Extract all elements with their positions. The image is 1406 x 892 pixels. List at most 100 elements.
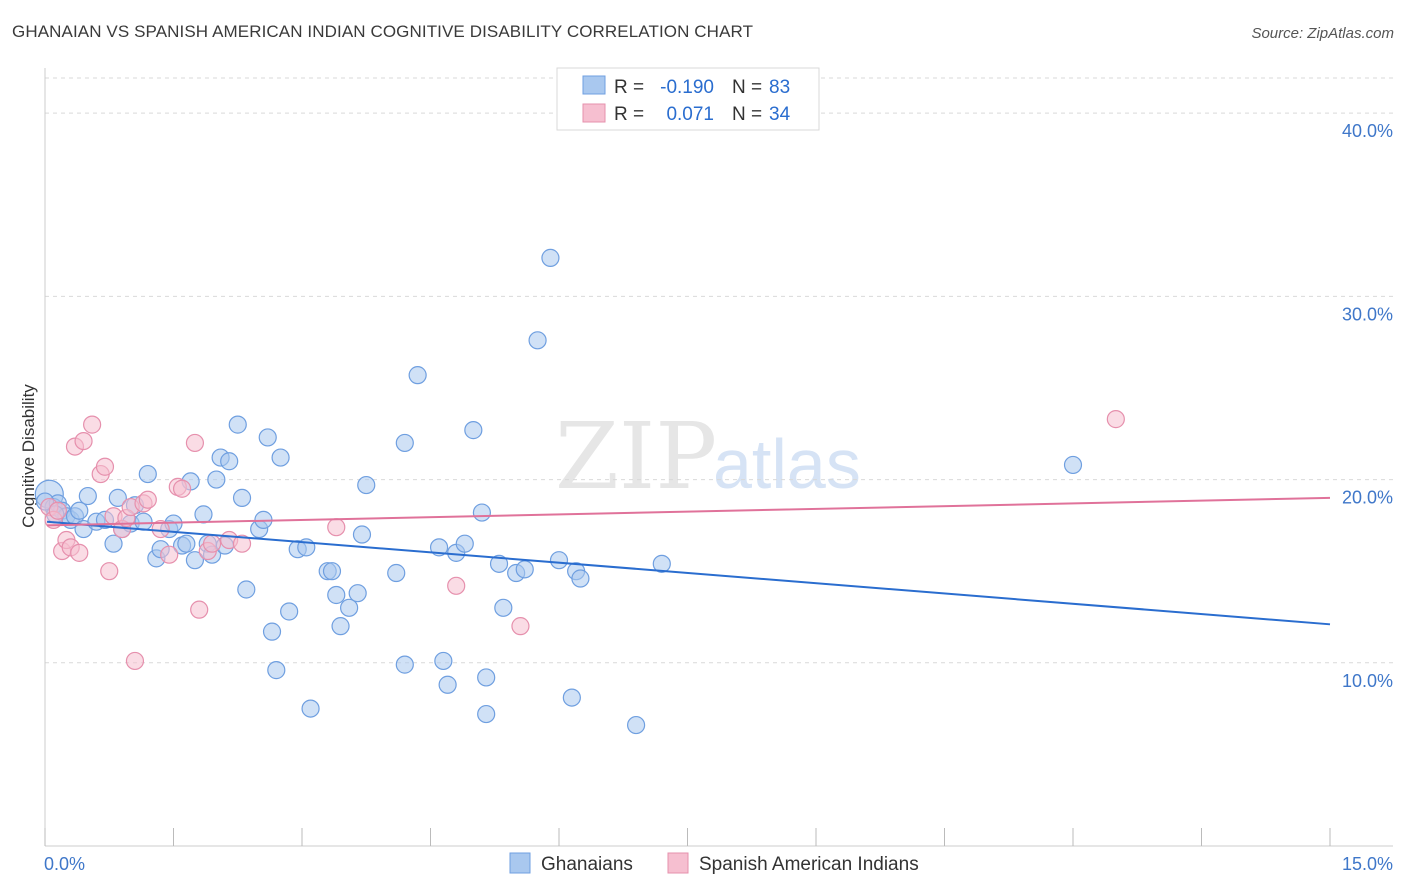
x-tick-label-max: 15.0% [1342,854,1393,874]
trend-line-spanish-american-indians [46,496,1331,527]
spanish-american-indians-point-11 [95,457,115,476]
legend-r-label-1: R = [614,77,644,98]
spanish-american-indians-point-2 [48,501,67,520]
spanish-american-indians-point-8 [74,431,93,451]
legend-r-value-1: -0.190 [660,77,714,98]
watermark-zip: ZIP [555,403,717,510]
watermark-atlas: atlas [713,425,861,503]
ghanaians-point-18 [138,464,157,484]
series-legend-label-ghanaians: Ghanaians [541,854,633,875]
ghanaians-point-54 [357,475,376,495]
legend-n-label-1: N = [732,77,762,98]
ghanaians-point-46 [301,699,320,718]
ghanaians-point-59 [429,538,449,557]
ghanaians-point-80 [1063,455,1083,475]
spanish-american-indians-point-30 [327,518,346,537]
legend-swatch-pink [582,103,606,123]
ghanaians-point-74 [549,551,569,570]
trend-line-ghanaians [46,520,1331,626]
y-tick-labels: 10.0% 20.0% 30.0% 40.0% [1342,121,1393,691]
series-legend-swatch-ghanaians [509,852,531,874]
spanish-american-indians-point-7 [70,543,89,562]
ghanaians-point-36 [237,580,256,599]
series-spanish-american-indians [40,410,1125,671]
ghanaians-point-61 [438,675,457,694]
series-legend-swatch-spanish-american-indians [667,852,689,874]
x-tick-label-min: 0.0% [44,854,85,874]
spanish-american-indians-point-33 [1106,410,1125,429]
ghanaians-point-49 [327,585,346,605]
spanish-american-indians-point-17 [125,651,145,671]
ghanaians-point-56 [395,433,414,453]
ghanaians-point-43 [280,602,299,621]
ghanaians-point-60 [434,651,453,671]
spanish-american-indians-point-32 [511,617,530,636]
y-tick-label-3: 40.0% [1342,121,1393,141]
spanish-american-indians-point-9 [83,415,102,434]
ghanaians-point-12 [104,534,123,553]
ghanaians-point-53 [352,525,372,544]
legend-n-value-2: 34 [769,104,791,125]
ghanaians-point-26 [185,551,205,570]
ghanaians-point-33 [220,452,239,471]
series-legend-label-spanish-american-indians: Spanish American Indians [699,854,919,875]
spanish-american-indians-point-24 [185,433,205,453]
spanish-american-indians-point-12 [100,562,119,581]
ghanaians-point-69 [494,598,513,617]
ghanaians-point-39 [258,428,277,447]
ghanaians-point-52 [348,584,367,603]
ghanaians-point-66 [477,668,496,687]
series-ghanaians [34,248,1083,735]
spanish-american-indians-point-29 [232,534,252,553]
chart-title: GHANAIAN VS SPANISH AMERICAN INDIAN COGN… [12,22,754,41]
ghanaians-point-64 [464,421,483,440]
ghanaians-point-7 [70,501,89,520]
spanish-american-indians-point-25 [190,600,209,619]
ghanaians-point-71 [515,560,534,579]
ghanaians-point-67 [477,704,496,724]
legend-r-label-2: R = [614,104,644,125]
ghanaians-point-65 [472,503,491,522]
legend-r-value-2: 0.071 [666,104,714,125]
ghanaians-point-13 [108,488,127,507]
ghanaians-point-78 [626,715,646,735]
ghanaians-point-51 [340,598,359,617]
watermark: ZIP atlas [555,403,861,510]
x-axis-ticks [44,828,1331,846]
ghanaians-point-27 [194,505,213,524]
ghanaians-point-77 [571,569,590,588]
ghanaians-point-42 [271,448,290,467]
y-tick-label-1: 20.0% [1342,488,1393,508]
ghanaians-point-41 [267,661,286,680]
ghanaians-point-79 [652,554,671,573]
legend-n-value-1: 83 [769,77,790,98]
ghanaians-point-75 [562,688,581,707]
ghanaians-point-73 [541,248,560,267]
ghanaians-point-63 [455,534,474,553]
spanish-american-indians-point-31 [447,576,466,595]
y-tick-label-0: 10.0% [1342,671,1393,691]
ghanaians-point-40 [262,622,282,641]
ghanaians-point-24 [177,534,196,553]
ghanaians-point-9 [78,486,97,506]
ghanaians-point-72 [528,331,547,350]
ghanaians-point-48 [322,562,342,581]
series-legend: Ghanaians Spanish American Indians [509,852,919,875]
legend-n-label-2: N = [732,104,762,125]
source-note: Source: ZipAtlas.com [1251,25,1394,42]
ghanaians-point-55 [387,563,406,583]
legend-swatch-blue [582,75,606,95]
ghanaians-point-50 [331,617,350,636]
correlation-legend: R = -0.190 N = 83 R = 0.071 N = 34 [556,67,820,131]
ghanaians-point-30 [207,470,226,489]
ghanaians-point-58 [408,366,427,385]
ghanaians-point-17 [134,512,153,531]
y-tick-label-2: 30.0% [1342,304,1393,324]
ghanaians-point-34 [228,415,247,434]
spanish-american-indians-point-19 [138,490,157,509]
spanish-american-indians-point-20 [151,519,170,539]
spanish-american-indians-point-23 [172,479,192,498]
ghanaians-point-57 [395,655,414,674]
spanish-american-indians-point-27 [202,534,222,553]
